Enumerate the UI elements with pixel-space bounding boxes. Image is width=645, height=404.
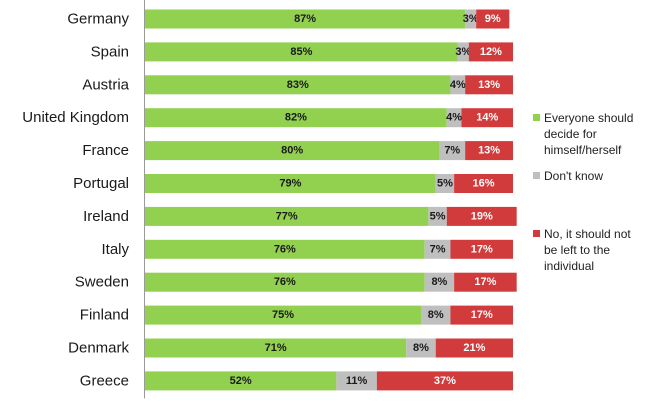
legend-item-everyone-should-decide: Everyone should decide for himself/herse… — [533, 110, 643, 158]
data-label-denmark-grey: 8% — [413, 342, 429, 354]
legend-label-dont-know: Don't know — [544, 169, 603, 183]
bar-sweden-green — [145, 272, 425, 292]
bar-spain-green — [145, 42, 458, 62]
data-label-italy-red: 17% — [471, 243, 493, 255]
category-label-greece: Greece — [80, 372, 129, 389]
bar-finland-grey — [421, 305, 451, 325]
data-label-france-red: 13% — [478, 145, 500, 157]
bar-denmark-red — [435, 338, 513, 358]
bar-denmark-grey — [406, 338, 436, 358]
bar-france-red — [465, 141, 513, 161]
bar-greece-green — [145, 371, 337, 391]
data-label-portugal-red: 16% — [473, 178, 495, 190]
data-label-sweden-red: 17% — [474, 276, 496, 288]
data-label-united-kingdom-green: 82% — [285, 112, 307, 124]
legend-swatch-green — [533, 114, 540, 121]
data-label-spain-green: 85% — [290, 46, 312, 58]
bar-greece-red — [376, 371, 513, 391]
bar-italy-green — [145, 239, 425, 259]
data-label-greece-red: 37% — [434, 375, 456, 387]
data-label-austria-red: 13% — [478, 79, 500, 91]
data-label-finland-red: 17% — [471, 309, 493, 321]
bar-greece-grey — [336, 371, 377, 391]
data-label-sweden-green: 76% — [274, 276, 296, 288]
bar-germany-green — [145, 9, 466, 29]
data-label-spain-red: 12% — [480, 46, 502, 58]
data-label-sweden-grey: 8% — [431, 276, 447, 288]
data-label-ireland-green: 77% — [276, 210, 298, 222]
data-label-ireland-grey: 5% — [430, 210, 446, 222]
data-label-greece-grey: 11% — [346, 375, 368, 387]
chart-legend: Everyone should decide for himself/herse… — [533, 0, 645, 404]
bar-italy-red — [450, 239, 513, 259]
bar-austria-red — [465, 75, 513, 95]
data-label-austria-grey: 4% — [450, 79, 466, 91]
data-label-germany-grey: 3% — [463, 13, 479, 25]
bar-austria-green — [145, 75, 451, 95]
data-label-finland-grey: 8% — [428, 309, 444, 321]
category-label-denmark: Denmark — [68, 340, 129, 357]
data-label-germany-red: 9% — [485, 13, 501, 25]
bar-ireland-red — [446, 206, 517, 226]
legend-label-everyone-should-decide: Everyone should decide for himself/herse… — [544, 111, 634, 157]
data-label-italy-green: 76% — [274, 243, 296, 255]
data-label-portugal-green: 79% — [279, 178, 301, 190]
bar-sweden-red — [454, 272, 517, 292]
category-label-finland: Finland — [80, 307, 129, 324]
bar-portugal-grey — [435, 174, 455, 193]
data-label-france-green: 80% — [281, 145, 303, 157]
bar-portugal-green — [145, 174, 436, 193]
data-label-finland-green: 75% — [272, 309, 294, 321]
legend-swatch-red — [533, 230, 540, 237]
category-label-italy: Italy — [101, 241, 129, 258]
data-label-greece-green: 52% — [230, 375, 252, 387]
data-label-united-kingdom-grey: 4% — [446, 112, 462, 124]
bar-italy-grey — [424, 239, 451, 259]
data-label-united-kingdom-red: 14% — [476, 112, 498, 124]
category-label-united-kingdom: United Kingdom — [22, 109, 129, 126]
bar-finland-red — [450, 305, 513, 325]
bar-portugal-red — [454, 174, 513, 193]
legend-swatch-grey — [533, 172, 540, 179]
category-label-austria: Austria — [82, 76, 129, 93]
category-label-spain: Spain — [91, 43, 129, 60]
bar-united-kingdom-red — [461, 108, 513, 128]
bar-austria-grey — [450, 75, 466, 95]
bar-finland-green — [145, 305, 421, 325]
data-label-austria-green: 83% — [287, 79, 309, 91]
bar-germany-grey — [465, 9, 477, 29]
bar-ireland-grey — [428, 206, 447, 226]
category-label-portugal: Portugal — [73, 175, 129, 192]
bar-france-green — [145, 141, 440, 161]
bar-united-kingdom-green — [145, 108, 447, 128]
category-label-sweden: Sweden — [75, 274, 129, 291]
data-label-spain-grey: 3% — [455, 46, 471, 58]
category-label-france: France — [82, 142, 129, 159]
data-label-france-grey: 7% — [444, 145, 460, 157]
bar-france-grey — [439, 141, 466, 161]
data-label-denmark-green: 71% — [265, 342, 287, 354]
bar-spain-grey — [457, 42, 469, 62]
bar-ireland-green — [145, 206, 429, 226]
bar-germany-red — [476, 9, 510, 29]
legend-label-not-left-to-individual: No, it should not be left to the individ… — [544, 227, 631, 273]
category-label-germany: Germany — [67, 11, 129, 28]
data-label-portugal-grey: 5% — [437, 178, 453, 190]
data-label-ireland-red: 19% — [471, 210, 493, 222]
category-label-ireland: Ireland — [83, 208, 129, 225]
bar-united-kingdom-grey — [446, 108, 462, 128]
bar-spain-red — [468, 42, 513, 62]
bar-denmark-green — [145, 338, 407, 358]
legend-item-dont-know: Don't know — [533, 168, 643, 184]
bar-sweden-grey — [424, 272, 455, 292]
legend-item-not-left-to-individual: No, it should not be left to the individ… — [533, 226, 643, 274]
data-label-germany-green: 87% — [294, 13, 316, 25]
data-label-denmark-red: 21% — [463, 342, 485, 354]
data-label-italy-grey: 7% — [430, 243, 446, 255]
